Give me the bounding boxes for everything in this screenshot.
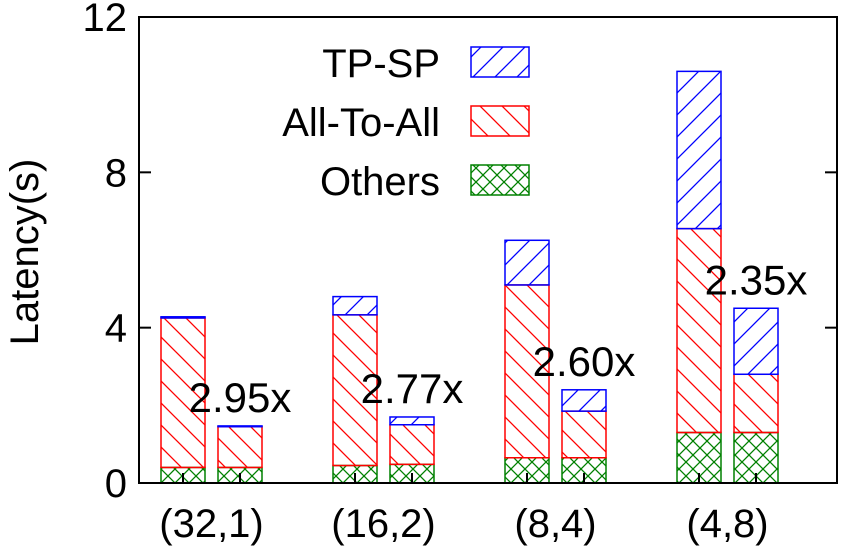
legend-swatch bbox=[470, 46, 530, 78]
x-tick-label: (8,4) bbox=[514, 502, 596, 546]
bar-segment bbox=[160, 316, 206, 319]
speedup-annotation: 2.60x bbox=[533, 338, 636, 385]
speedup-annotation: 2.77x bbox=[361, 365, 464, 412]
y-axis-label: Latency(s) bbox=[3, 159, 47, 346]
legend-swatch bbox=[470, 164, 530, 196]
bar-segment bbox=[217, 425, 263, 469]
bar-segment bbox=[332, 314, 378, 467]
bar-segment bbox=[389, 416, 435, 426]
legend-swatch bbox=[470, 105, 530, 137]
speedup-annotation: 2.35x bbox=[705, 256, 808, 303]
bar-segment bbox=[561, 389, 607, 412]
bar-segment bbox=[504, 239, 550, 286]
bar-segment bbox=[561, 410, 607, 459]
legend-label: Others bbox=[320, 160, 440, 204]
bar-segment bbox=[733, 373, 779, 434]
bar-segment bbox=[676, 70, 722, 230]
y-tick-label: 4 bbox=[105, 307, 127, 351]
x-tick-label: (16,2) bbox=[331, 502, 436, 546]
speedup-annotation: 2.95x bbox=[189, 374, 292, 421]
bar-segment bbox=[389, 424, 435, 466]
legend: TP-SP All-To-All Others bbox=[282, 42, 530, 204]
x-tick-label: (32,1) bbox=[159, 502, 264, 546]
plot-area: 0 4 8 12 (32,1) 2.95x (16,2) 2.77x (8,4) 2.60x (4,… bbox=[83, 0, 837, 546]
y-tick-label: 0 bbox=[105, 462, 127, 506]
y-tick-label: 12 bbox=[83, 0, 128, 40]
x-tick-label: (4,8) bbox=[686, 502, 768, 546]
bar-segment bbox=[160, 317, 206, 469]
bar-segment bbox=[733, 307, 779, 376]
plot-frame bbox=[138, 16, 838, 484]
bar-segment bbox=[676, 227, 722, 434]
bar-segment bbox=[217, 425, 263, 428]
legend-label: TP-SP bbox=[322, 42, 440, 86]
legend-label: All-To-All bbox=[282, 101, 440, 145]
bar-segment bbox=[332, 295, 378, 316]
y-tick-label: 8 bbox=[105, 151, 127, 195]
